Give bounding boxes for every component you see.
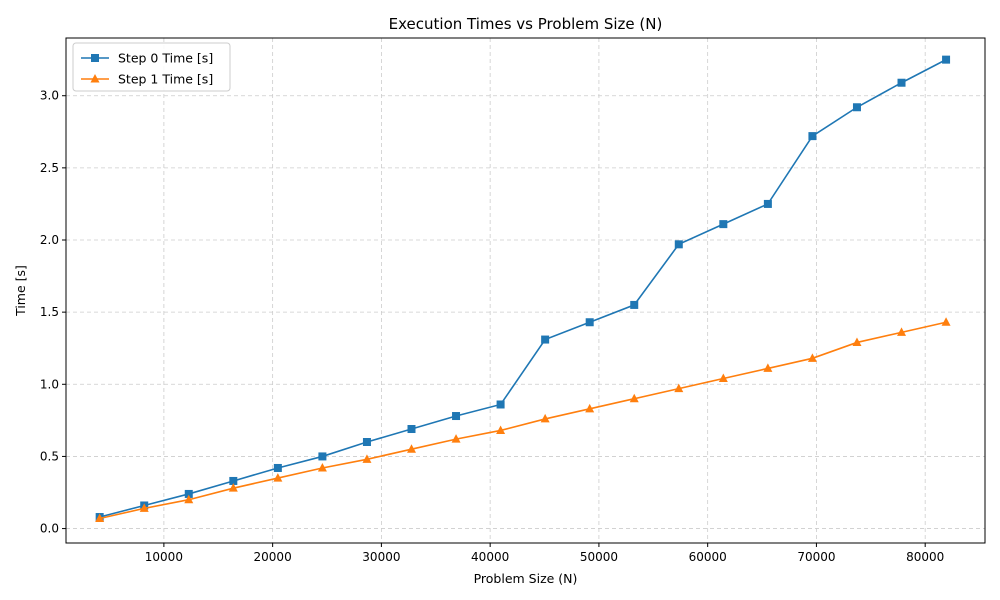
data-point [228,483,238,492]
data-point [942,55,951,64]
y-axis-label: Time [s] [13,265,28,317]
legend-marker [91,54,99,62]
data-point [763,199,772,208]
legend: Step 0 Time [s] Step 1 Time [s] [72,42,231,92]
data-point [139,503,149,512]
data-point [273,473,283,482]
legend-item: Step 1 Time [s] [81,72,213,87]
data-point [585,403,595,413]
y-tick-label: 1.5 [40,305,59,319]
axes: 10000 20000 30000 40000 50000 60000 70000 80000… [40,89,944,564]
data-point [897,78,906,87]
data-point [496,400,505,409]
data-point [451,434,461,443]
y-tick-label: 3.0 [40,89,59,103]
y-tick-label: 2.5 [40,161,59,175]
legend-label: Step 1 Time [s] [118,72,213,87]
x-tick-label: 30000 [362,550,400,564]
grid [66,38,985,543]
x-tick-label: 10000 [145,550,183,564]
y-tick-label: 0.5 [40,449,59,463]
data-point [719,220,728,229]
x-tick-label: 40000 [471,550,509,564]
x-tick-label: 80000 [906,550,944,564]
data-point [852,337,862,346]
x-tick-label: 70000 [797,550,835,564]
legend-marker [90,74,100,83]
data-point [674,383,684,393]
data-point [362,454,372,463]
x-tick-label: 60000 [689,550,727,564]
plot-area-frame [65,37,986,544]
legend-item: Step 0 Time [s] [81,51,213,66]
data-point [184,489,193,498]
data-point [852,103,861,112]
data-point [541,335,550,344]
data-point [941,317,951,326]
data-point [362,438,371,446]
y-tick-label: 2.0 [40,233,59,247]
legend-box [72,42,231,92]
data-point [496,425,506,434]
chart-title: Execution Times vs Problem Size (N) [389,15,663,33]
data-point [184,494,194,504]
data-point [452,412,461,421]
data-point [674,240,683,249]
series-1 [95,317,951,522]
series-layer [95,55,951,522]
data-point [273,463,282,472]
data-point [540,413,550,423]
data-point [630,300,639,309]
data-point [897,327,907,336]
data-point [407,425,416,434]
data-point [407,444,417,453]
series-line [99,321,947,520]
data-point [808,132,817,141]
series-line [99,58,947,518]
series-0 [95,55,951,522]
x-axis-label: Problem Size (N) [474,571,578,586]
data-point [585,318,594,327]
x-tick-label: 50000 [580,550,618,564]
legend-label: Step 0 Time [s] [118,51,213,66]
y-tick-label: 1.0 [40,377,59,391]
data-point [629,393,639,403]
data-point [317,462,327,472]
data-point [95,513,105,522]
data-point [807,353,817,362]
x-tick-label: 20000 [254,550,292,564]
data-point [318,452,327,461]
data-point [229,476,238,485]
data-point [718,373,728,383]
data-point [763,363,773,372]
y-tick-label: 0.0 [40,522,59,536]
